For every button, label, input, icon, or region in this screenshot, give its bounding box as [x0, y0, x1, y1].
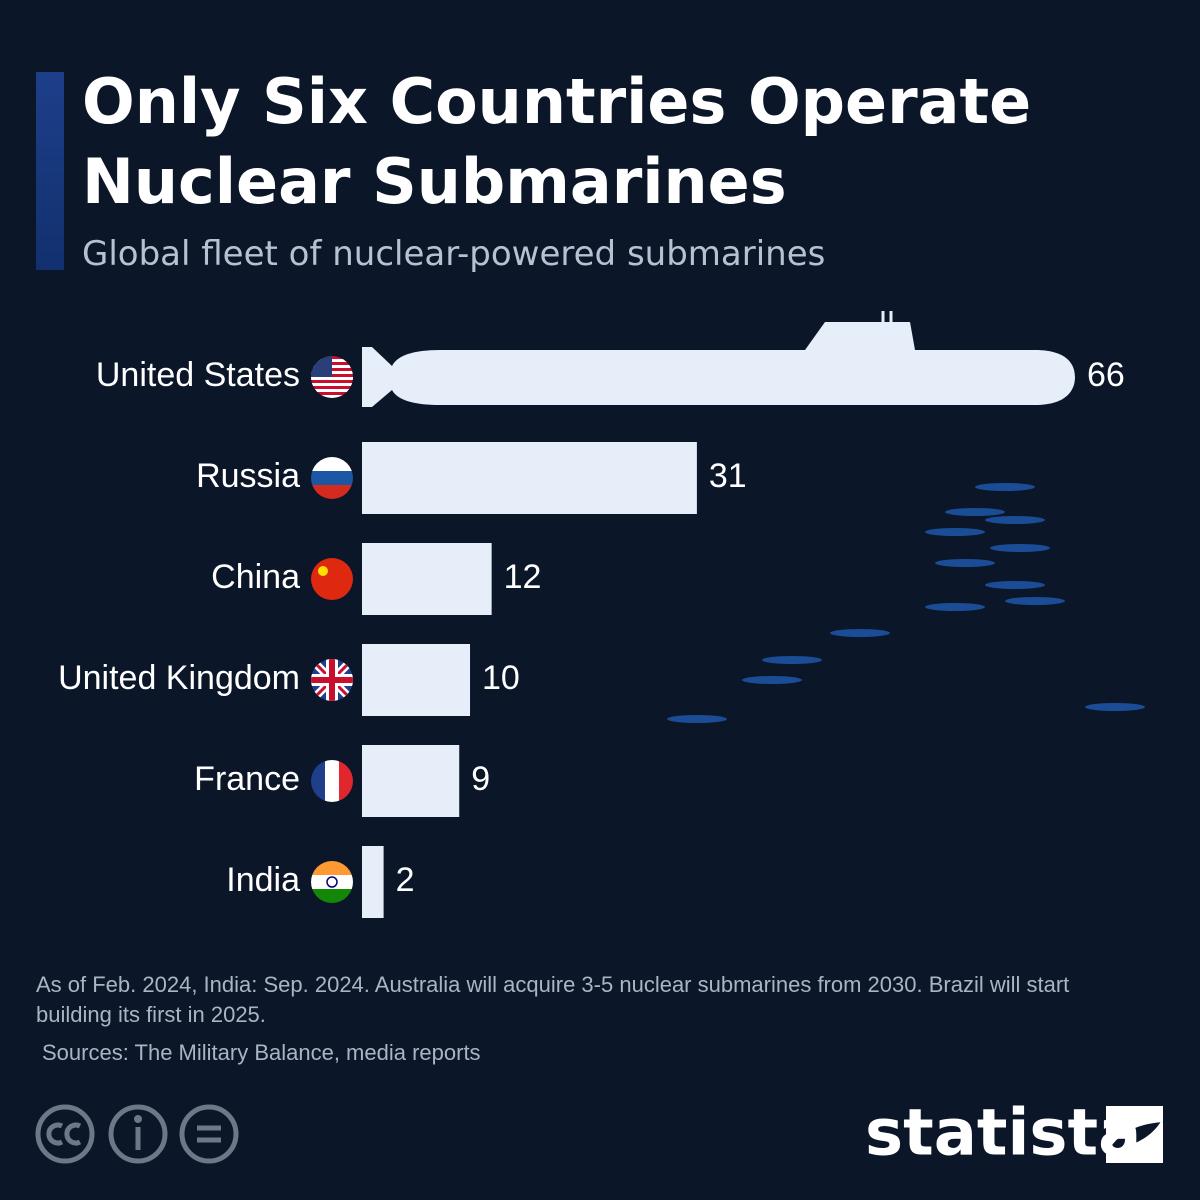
flag-part: [311, 395, 353, 398]
accent-bar: [36, 72, 64, 270]
value-label: 12: [504, 558, 542, 596]
flag-part: [339, 760, 353, 802]
flag-part: [311, 386, 353, 389]
bar: [362, 644, 471, 716]
flag-part: [311, 380, 353, 383]
flag: [311, 356, 353, 398]
bar: [362, 442, 697, 514]
flag-part: [325, 760, 339, 802]
fish: [667, 483, 1145, 723]
bar: [362, 846, 384, 918]
category-label: United Kingdom: [58, 659, 300, 697]
value-label: 9: [471, 760, 490, 798]
value-label: 66: [1087, 356, 1125, 394]
flag-part: [311, 457, 353, 471]
flag-part: [311, 389, 353, 392]
flag-part: [311, 760, 325, 802]
category-label: India: [226, 861, 300, 899]
flag-part: [311, 875, 353, 889]
brand: statista: [865, 1097, 1141, 1171]
source: Sources: The Military Balance, media rep…: [42, 1040, 481, 1065]
bar: [362, 543, 492, 615]
flag-part: [311, 356, 332, 377]
flag-part: [311, 558, 353, 600]
flag: [311, 457, 353, 499]
flag-part: [326, 876, 338, 888]
flag-part: [311, 383, 353, 386]
chart-subtitle: Global fleet of nuclear-powered submarin…: [82, 234, 826, 274]
periscope: [881, 311, 893, 322]
flag: [311, 861, 353, 903]
flag-part: [311, 392, 353, 395]
flag-part: [311, 861, 353, 875]
value-label: 2: [396, 861, 415, 899]
bar: [362, 745, 460, 817]
flag-part: [311, 485, 353, 499]
flag: [311, 659, 353, 701]
brand-logo: statista: [865, 1097, 1163, 1171]
flag-part: [311, 659, 353, 701]
category-label: France: [194, 760, 300, 798]
flag: [311, 558, 353, 600]
flag: [311, 760, 353, 802]
flag-part: [311, 471, 353, 485]
flag-part: [311, 889, 353, 903]
flag-part: [318, 566, 328, 576]
bar: [362, 322, 1075, 407]
chart-title: Only Six Countries Operate Nuclear Subma…: [82, 65, 1032, 218]
note: As of Feb. 2024, India: Sep. 2024. Austr…: [36, 972, 1070, 1027]
category-label: Russia: [196, 457, 300, 495]
value-label: 31: [709, 457, 747, 495]
category-label: United States: [96, 356, 300, 394]
value-label: 10: [482, 659, 520, 697]
category-label: China: [211, 558, 300, 596]
license-icons: [35, 1104, 239, 1164]
flag-part: [311, 377, 353, 380]
